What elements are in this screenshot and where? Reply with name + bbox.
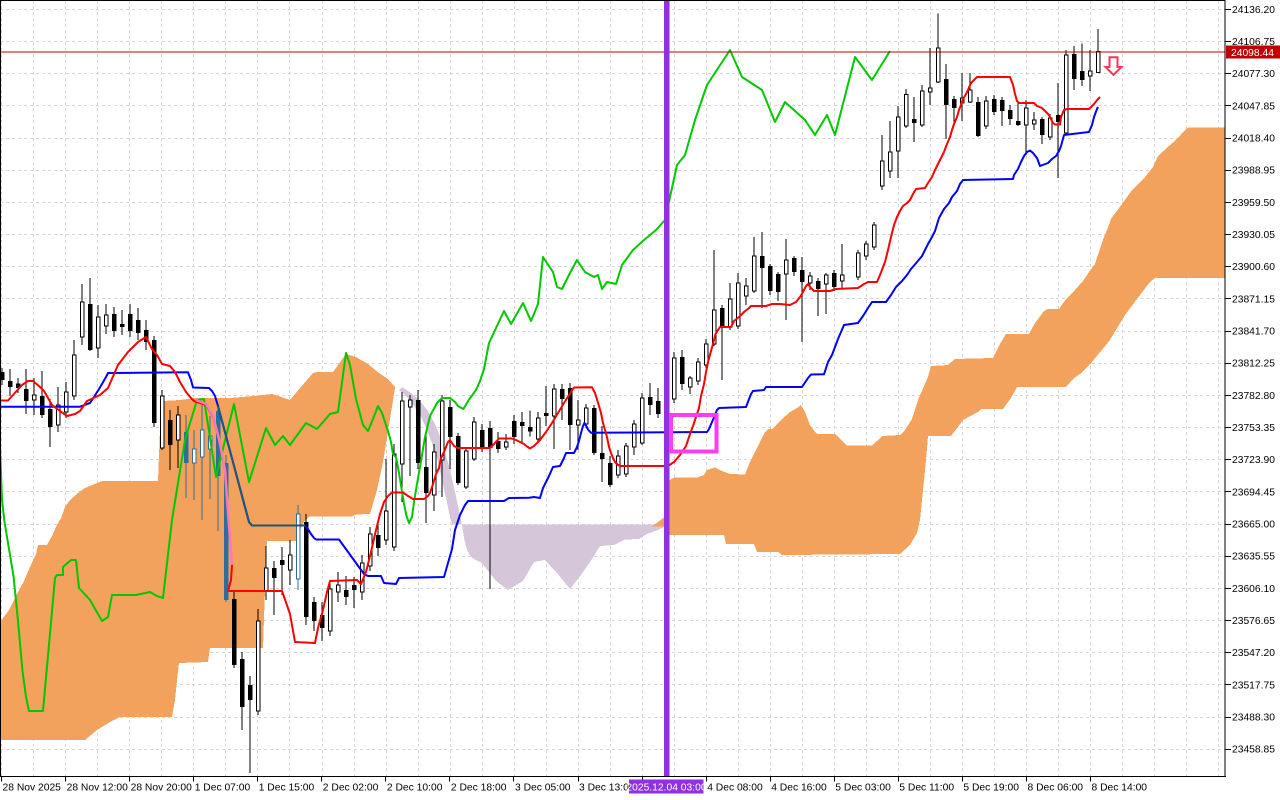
svg-text:23871.15: 23871.15 [1232, 294, 1275, 305]
svg-text:2025.12.04 03:00: 2025.12.04 03:00 [626, 783, 706, 794]
svg-text:28 Nov 2025: 28 Nov 2025 [3, 783, 62, 794]
svg-text:1 Dec 15:00: 1 Dec 15:00 [259, 783, 315, 794]
svg-text:23988.95: 23988.95 [1232, 166, 1275, 177]
svg-text:24106.75: 24106.75 [1232, 37, 1275, 48]
svg-text:23959.50: 23959.50 [1232, 198, 1275, 209]
svg-text:24047.85: 24047.85 [1232, 101, 1275, 112]
svg-text:24077.30: 24077.30 [1232, 69, 1275, 80]
svg-text:5 Dec 19:00: 5 Dec 19:00 [963, 783, 1019, 794]
svg-text:24136.20: 24136.20 [1232, 5, 1275, 16]
svg-text:23547.20: 23547.20 [1232, 648, 1275, 659]
svg-text:24098.44: 24098.44 [1231, 48, 1274, 59]
svg-text:23458.85: 23458.85 [1232, 745, 1275, 756]
svg-text:23753.35: 23753.35 [1232, 423, 1275, 434]
svg-text:23782.80: 23782.80 [1232, 391, 1275, 402]
svg-text:23841.70: 23841.70 [1232, 326, 1275, 337]
svg-text:4 Dec 16:00: 4 Dec 16:00 [771, 783, 827, 794]
svg-text:3 Dec 13:00: 3 Dec 13:00 [579, 783, 635, 794]
svg-text:23694.45: 23694.45 [1232, 487, 1275, 498]
svg-text:3 Dec 05:00: 3 Dec 05:00 [515, 783, 571, 794]
svg-text:23517.75: 23517.75 [1232, 680, 1275, 691]
svg-text:1 Dec 07:00: 1 Dec 07:00 [195, 783, 251, 794]
svg-text:23812.25: 23812.25 [1232, 359, 1275, 370]
svg-text:23665.00: 23665.00 [1232, 519, 1275, 530]
svg-text:23930.05: 23930.05 [1232, 230, 1275, 241]
svg-text:2 Dec 10:00: 2 Dec 10:00 [387, 783, 443, 794]
svg-text:2 Dec 02:00: 2 Dec 02:00 [323, 783, 379, 794]
svg-text:23900.60: 23900.60 [1232, 262, 1275, 273]
svg-text:5 Dec 11:00: 5 Dec 11:00 [899, 783, 954, 794]
svg-text:2 Dec 18:00: 2 Dec 18:00 [451, 783, 507, 794]
svg-text:23635.55: 23635.55 [1232, 552, 1275, 563]
svg-text:28 Nov 20:00: 28 Nov 20:00 [131, 783, 193, 794]
svg-text:28 Nov 12:00: 28 Nov 12:00 [67, 783, 129, 794]
svg-text:23576.65: 23576.65 [1232, 616, 1275, 627]
svg-text:5 Dec 03:00: 5 Dec 03:00 [835, 783, 891, 794]
svg-text:23606.10: 23606.10 [1232, 584, 1275, 595]
svg-text:24018.40: 24018.40 [1232, 134, 1275, 145]
svg-text:23723.90: 23723.90 [1232, 455, 1275, 466]
svg-text:8 Dec 14:00: 8 Dec 14:00 [1092, 783, 1148, 794]
svg-text:8 Dec 06:00: 8 Dec 06:00 [1028, 783, 1084, 794]
svg-text:4 Dec 08:00: 4 Dec 08:00 [707, 783, 763, 794]
svg-text:23488.30: 23488.30 [1232, 712, 1275, 723]
